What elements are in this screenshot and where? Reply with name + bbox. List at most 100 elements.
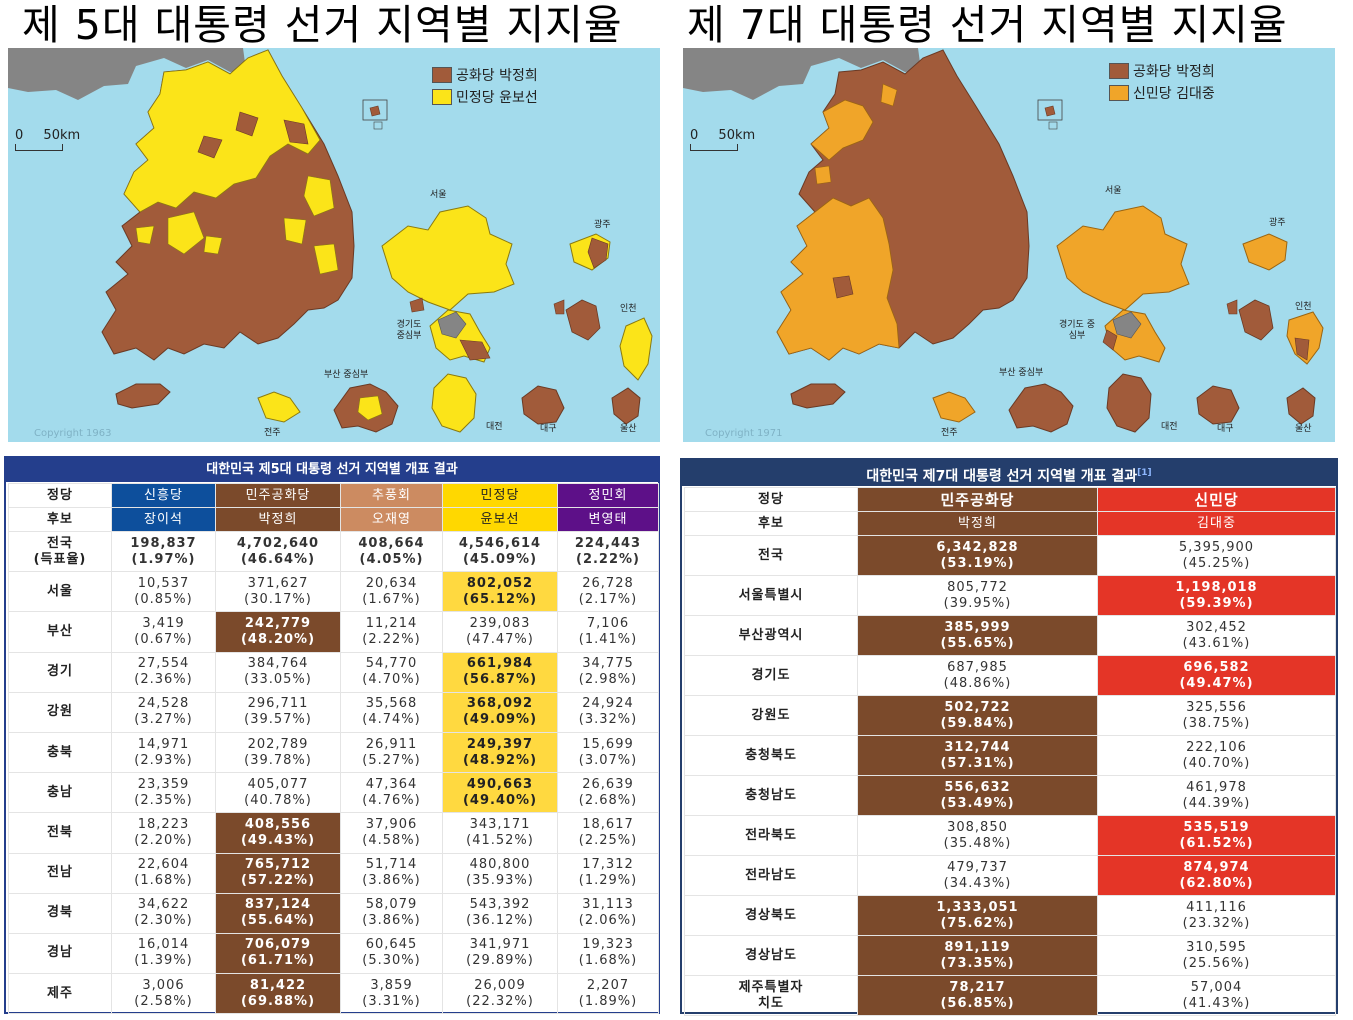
right-watermark: Copyright 1971 [705, 428, 783, 439]
right-table-caption-ref[interactable]: [1] [1137, 468, 1152, 478]
cell-percent: (47.47%) [466, 631, 534, 647]
vote-cell: 408,664 (4.05%) [340, 530, 443, 573]
cell-value: 543,392 [469, 897, 531, 913]
cell-percent: 치도 [758, 995, 784, 1011]
cell-value: 26,639 [582, 776, 634, 792]
incheon-island-2 [553, 299, 565, 315]
right-label-ulsan: 울산 [1295, 424, 1312, 434]
gyeonggi-brown [459, 339, 491, 361]
left-label-ulsan: 울산 [620, 424, 637, 434]
region-cell: 제주특별자 치도 [684, 975, 858, 1016]
vote-cell: 805,772 (39.95%) [857, 575, 1098, 616]
cell-value: 전국 [47, 535, 73, 551]
cell-value: 26,009 [474, 977, 526, 993]
vote-cell: 1,198,018 (59.39%) [1097, 575, 1336, 616]
island-dokdo-box [373, 121, 383, 130]
incheon-inset [1286, 311, 1324, 365]
incheon-brown [1294, 337, 1310, 361]
region-cell: 서울 [8, 571, 112, 613]
left-results-table: 정당 신흥당 민주공화당 추풍회 민정당 정민회 후보 장이석 박정희 오재영 윤보선 변영태 전국 (득… [8, 483, 659, 1015]
vote-cell: 802,052 (65.12%) [442, 571, 558, 613]
yellow-patch-3 [167, 211, 205, 255]
region-cell: 충남 [8, 772, 112, 814]
cell-percent: (56.87%) [462, 672, 538, 688]
cell-value: 461,978 [1186, 779, 1247, 795]
region-cell: 경북 [8, 892, 112, 934]
left-label-daejeon: 대전 [486, 422, 503, 432]
vote-cell: 16,014 (1.39%) [111, 932, 216, 975]
vote-cell: 15,699 (3.07%) [557, 731, 659, 774]
cell-value: 242,779 [244, 615, 312, 631]
right-label-daegu: 대구 [1217, 424, 1234, 434]
vote-cell: 343,171 (41.52%) [442, 812, 558, 854]
cell-percent: (44.39%) [1182, 795, 1251, 811]
cell-value: 312,744 [944, 739, 1011, 755]
cell-value: 전북 [47, 824, 73, 840]
table-row: 경상북도 1,333,051 (75.62%) 411,116 (23.32%) [684, 895, 1336, 936]
region-cell: 제주 [8, 973, 112, 1015]
cell-value: 전라남도 [745, 867, 797, 883]
right-map-panel: 0 50km 공화당 박정희 신민당 김대중 서울 광주 인천 경기도 중심부 … [683, 48, 1335, 442]
ulsan-inset [611, 387, 641, 425]
cell-percent: (33.05%) [244, 672, 312, 688]
vote-cell: 7,106 (1.41%) [557, 611, 659, 653]
left-legend-label-2: 민정당 윤보선 [456, 90, 538, 106]
vote-cell: 34,622 (2.30%) [111, 892, 216, 934]
cell-value: 20,634 [365, 575, 418, 591]
cell-value: 5,395,900 [1178, 539, 1255, 555]
vote-cell: 765,712 (57.22%) [215, 852, 341, 894]
brown-patch-sw [832, 275, 854, 299]
cell-percent: (1.97%) [131, 551, 196, 567]
cell-value: 충청남도 [745, 787, 797, 803]
scale-fifty: 50 [43, 128, 60, 143]
candidate-cell: 변영태 [557, 507, 659, 532]
vote-cell: 3,419 (0.67%) [111, 611, 216, 653]
cell-percent: (61.71%) [240, 953, 316, 969]
mainland-orange-northwest [810, 99, 874, 161]
candidate-cell: 박정희 [215, 507, 341, 532]
busan-yellow [357, 395, 383, 421]
left-label-gwangju: 광주 [594, 220, 611, 230]
cell-value: 22,604 [137, 857, 190, 873]
right-table-frame: 대한민국 제7대 대통령 선거 지역별 개표 결과[1] 정당 민주공화당 신민당 후… [680, 458, 1338, 1016]
cell-value: 837,124 [244, 897, 312, 913]
vote-cell: 405,077 (40.78%) [215, 772, 341, 814]
candidate-cell: 김대중 [1097, 511, 1336, 536]
right-table-caption-text: 대한민국 제7대 대통령 선거 지역별 개표 결과 [866, 468, 1138, 485]
scale-unit: km [59, 128, 81, 143]
yellow-patch-1 [303, 175, 335, 217]
table-row: 전북 18,223 (2.20%) 408,556 (49.43%) 37,906 (4.5… [8, 812, 659, 854]
party-cell: 추풍회 [340, 483, 443, 508]
table-row: 부산광역시 385,999 (55.65%) 302,452 (43.61%) [684, 615, 1336, 656]
cell-value: 385,999 [944, 619, 1011, 635]
right-title: 제 7대 대통령 선거 지역별 지지율 [687, 1, 1288, 49]
table-row: 전국 (득표율) 198,837 (1.97%) 4,702,640 (46.64%) 40… [8, 530, 659, 573]
cell-percent: (4.74%) [362, 712, 421, 728]
cell-value: 24,528 [137, 696, 190, 712]
vote-cell: 17,312 (1.29%) [557, 852, 659, 894]
left-table-caption: 대한민국 제5대 대통령 선거 지역별 개표 결과 [6, 458, 658, 482]
vote-cell: 26,911 (5.27%) [340, 731, 443, 774]
candidate-cell: 박정희 [857, 511, 1098, 536]
vote-cell: 224,443 (2.22%) [557, 530, 659, 573]
cell-value: 296,711 [247, 696, 309, 712]
party-header-label: 정당 [8, 483, 112, 508]
cell-percent: (2.22%) [362, 631, 421, 647]
cell-value: 경북 [47, 905, 73, 921]
jeju-island [790, 383, 846, 409]
brown-patch-3 [197, 135, 223, 159]
vote-cell: 2,207 (1.89%) [557, 973, 659, 1015]
right-legend-item-2: 신민당 김대중 [1109, 82, 1215, 104]
cell-value: 480,800 [469, 857, 531, 873]
cell-percent: (48.20%) [240, 631, 316, 647]
vote-cell: 6,342,828 (53.19%) [857, 535, 1098, 576]
scale-zero: 0 [690, 128, 699, 143]
cell-percent: (46.64%) [240, 551, 316, 567]
left-title: 제 5대 대통령 선거 지역별 지지율 [22, 1, 623, 49]
cell-percent: (5.27%) [362, 752, 421, 768]
table-row: 제주특별자 치도 78,217 (56.85%) 57,004 (41.43%) [684, 975, 1336, 1016]
right-label-jeonju: 전주 [941, 428, 958, 438]
scale-line [690, 144, 738, 151]
cell-percent: (2.68%) [578, 792, 638, 808]
vote-cell: 37,906 (4.58%) [340, 812, 443, 854]
